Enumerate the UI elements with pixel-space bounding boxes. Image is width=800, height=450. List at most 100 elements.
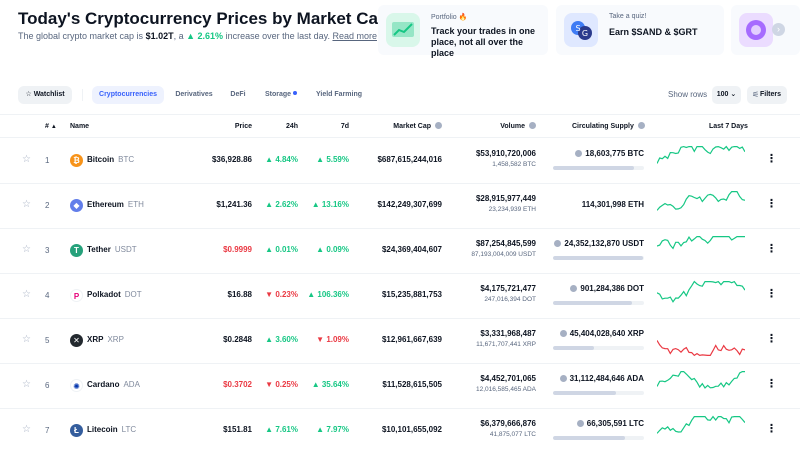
table-row[interactable]: ☆ 7 Ł Litecoin LTC $151.81 ▲ 7.61% ▲ 7.97… (0, 409, 800, 450)
sparkline-chart[interactable] (656, 143, 746, 184)
watchlist-button[interactable]: ☆ Watchlist (18, 86, 72, 104)
watchlist-star-icon[interactable]: ☆ (22, 244, 31, 255)
header-circulating-supply[interactable]: Circulating Supply (572, 115, 645, 138)
watchlist-star-icon[interactable]: ☆ (22, 424, 31, 435)
coin-logo-icon: ₿ (70, 154, 83, 167)
header-name[interactable]: Name (70, 123, 90, 130)
quiz-promo-card[interactable]: S G Take a quiz! Earn $SAND & $GRT (556, 5, 724, 55)
coin-rank: 4 (45, 291, 50, 300)
watchlist-star-icon[interactable]: ☆ (22, 379, 31, 390)
watchlist-star-icon[interactable]: ☆ (22, 154, 31, 165)
coin-symbol: LTC (121, 425, 137, 434)
portfolio-promo-card[interactable]: Portfolio 🔥 Track your trades in one pla… (378, 5, 548, 58)
change-7d: ▲ 35.64% (312, 380, 349, 389)
coin-price[interactable]: $151.81 (223, 425, 252, 434)
sparkline-line (656, 280, 746, 303)
more-options-icon[interactable]: ⋮ (766, 423, 777, 435)
volume-coin-value: 11,671,707,441 XRP (476, 341, 536, 348)
table-row[interactable]: ☆ 1 ₿ Bitcoin BTC $36,928.86 ▲ 4.84% ▲ 5.… (0, 139, 800, 184)
promo-next-arrow-icon[interactable]: › (772, 23, 785, 36)
info-icon[interactable] (435, 122, 442, 129)
table-row[interactable]: ☆ 4 P Polkadot DOT $16.88 ▼ 0.23% ▲ 106.3… (0, 274, 800, 319)
coin-price[interactable]: $16.88 (227, 290, 252, 299)
coin-name-link[interactable]: Polkadot DOT (87, 290, 142, 299)
coin-price[interactable]: $0.3702 (223, 380, 252, 389)
change-24h-value: 3.60% (275, 335, 298, 344)
sparkline-chart[interactable] (656, 188, 746, 229)
coin-price[interactable]: $1,241.36 (216, 200, 252, 209)
tab-defi[interactable]: DeFi (230, 91, 246, 98)
more-options-icon[interactable]: ⋮ (766, 198, 777, 210)
change-7d-value: 35.64% (321, 380, 349, 389)
more-options-icon[interactable]: ⋮ (766, 378, 777, 390)
coin-price[interactable]: $0.2848 (223, 335, 252, 344)
more-options-icon[interactable]: ⋮ (766, 288, 777, 300)
market-cap-value: $24,369,404,607 (381, 245, 442, 254)
page-title: Today's Cryptocurrency Prices by Market … (18, 9, 389, 28)
header-market-cap[interactable]: Market Cap (393, 115, 442, 138)
volume-value[interactable]: $28,915,977,449 (475, 194, 536, 203)
coin-price[interactable]: $0.9999 (223, 245, 252, 254)
coin-price[interactable]: $36,928.86 (211, 155, 252, 164)
volume-value[interactable]: $6,379,666,876 (480, 419, 536, 428)
more-options-icon[interactable]: ⋮ (766, 153, 777, 165)
circulating-supply: 114,301,998 ETH (582, 200, 644, 209)
volume-value[interactable]: $4,452,701,065 (480, 374, 536, 383)
header-volume[interactable]: Volume (500, 115, 536, 138)
promo-card-partial[interactable] (731, 5, 800, 55)
coin-name-link[interactable]: Ethereum ETH (87, 200, 144, 209)
rows-select[interactable]: 100 ⌄ (712, 86, 741, 104)
change-7d-value: 13.16% (321, 200, 349, 209)
header-last-7-days: Last 7 Days (709, 123, 748, 130)
market-cap-value: $687,615,244,016 (377, 155, 442, 164)
more-options-icon[interactable]: ⋮ (766, 333, 777, 345)
tab-yield-farming[interactable]: Yield Farming (315, 91, 363, 98)
coin-name-link[interactable]: Cardano ADA (87, 380, 140, 389)
coin-name: Polkadot (87, 290, 121, 299)
info-icon[interactable] (529, 122, 536, 129)
header-volume-label: Volume (500, 123, 525, 130)
watchlist-star-icon[interactable]: ☆ (22, 199, 31, 210)
header-24h[interactable]: 24h (285, 123, 298, 130)
coin-logo-icon: ✕ (70, 334, 83, 347)
header-7d[interactable]: 7d (340, 123, 349, 130)
table-row[interactable]: ☆ 6 ✺ Cardano ADA $0.3702 ▼ 0.25% ▲ 35.64… (0, 364, 800, 409)
volume-value[interactable]: $4,175,721,477 (480, 284, 536, 293)
read-more-link[interactable]: Read more (332, 31, 377, 41)
tab-cryptocurrencies[interactable]: Cryptocurrencies (92, 86, 164, 104)
volume-value[interactable]: $87,254,845,599 (475, 239, 536, 248)
coin-rank: 3 (45, 246, 50, 255)
coin-name-link[interactable]: XRP XRP (87, 335, 124, 344)
header-rank[interactable]: # ▲ (45, 115, 57, 139)
change-7d-value: 0.09% (326, 245, 349, 254)
volume-value[interactable]: $3,331,968,487 (480, 329, 536, 338)
sparkline-chart[interactable] (656, 233, 745, 274)
watchlist-star-icon[interactable]: ☆ (22, 334, 31, 345)
sparkline-chart[interactable] (656, 413, 746, 450)
coin-logo-icon: ◆ (70, 199, 83, 212)
coin-name-link[interactable]: Litecoin LTC (87, 425, 136, 434)
filters-label: Filters (759, 91, 781, 98)
supply-progress-bar (553, 391, 644, 395)
table-row[interactable]: ☆ 2 ◆ Ethereum ETH $1,241.36 ▲ 2.62% ▲ 13… (0, 184, 800, 229)
filters-button[interactable]: ⚟ Filters (747, 86, 787, 104)
volume-value[interactable]: $53,910,720,006 (475, 149, 536, 158)
watchlist-star-icon[interactable]: ☆ (22, 289, 31, 300)
change-24h: ▼ 0.25% (265, 380, 298, 389)
more-options-icon[interactable]: ⋮ (766, 243, 777, 255)
sparkline-chart[interactable] (656, 278, 746, 319)
header-price[interactable]: Price (234, 123, 252, 130)
table-row[interactable]: ☆ 5 ✕ XRP XRP $0.2848 ▲ 3.60% ▼ 1.09% $12… (0, 319, 800, 364)
sparkline-chart[interactable] (656, 323, 746, 364)
info-icon[interactable] (637, 122, 645, 129)
coin-logo-icon: T (70, 244, 83, 257)
circulating-supply: 24,352,132,870 USDT (554, 239, 644, 248)
tab-storage[interactable]: Storage (260, 86, 302, 104)
tab-derivatives[interactable]: Derivatives (175, 91, 213, 98)
coin-name-link[interactable]: Tether USDT (87, 245, 137, 254)
header-supply-label: Circulating Supply (572, 123, 634, 130)
supply-info-icon (570, 285, 578, 292)
coin-name-link[interactable]: Bitcoin BTC (87, 155, 134, 164)
sparkline-chart[interactable] (656, 368, 745, 409)
table-row[interactable]: ☆ 3 T Tether USDT $0.9999 ▲ 0.01% ▲ 0.09%… (0, 229, 800, 274)
